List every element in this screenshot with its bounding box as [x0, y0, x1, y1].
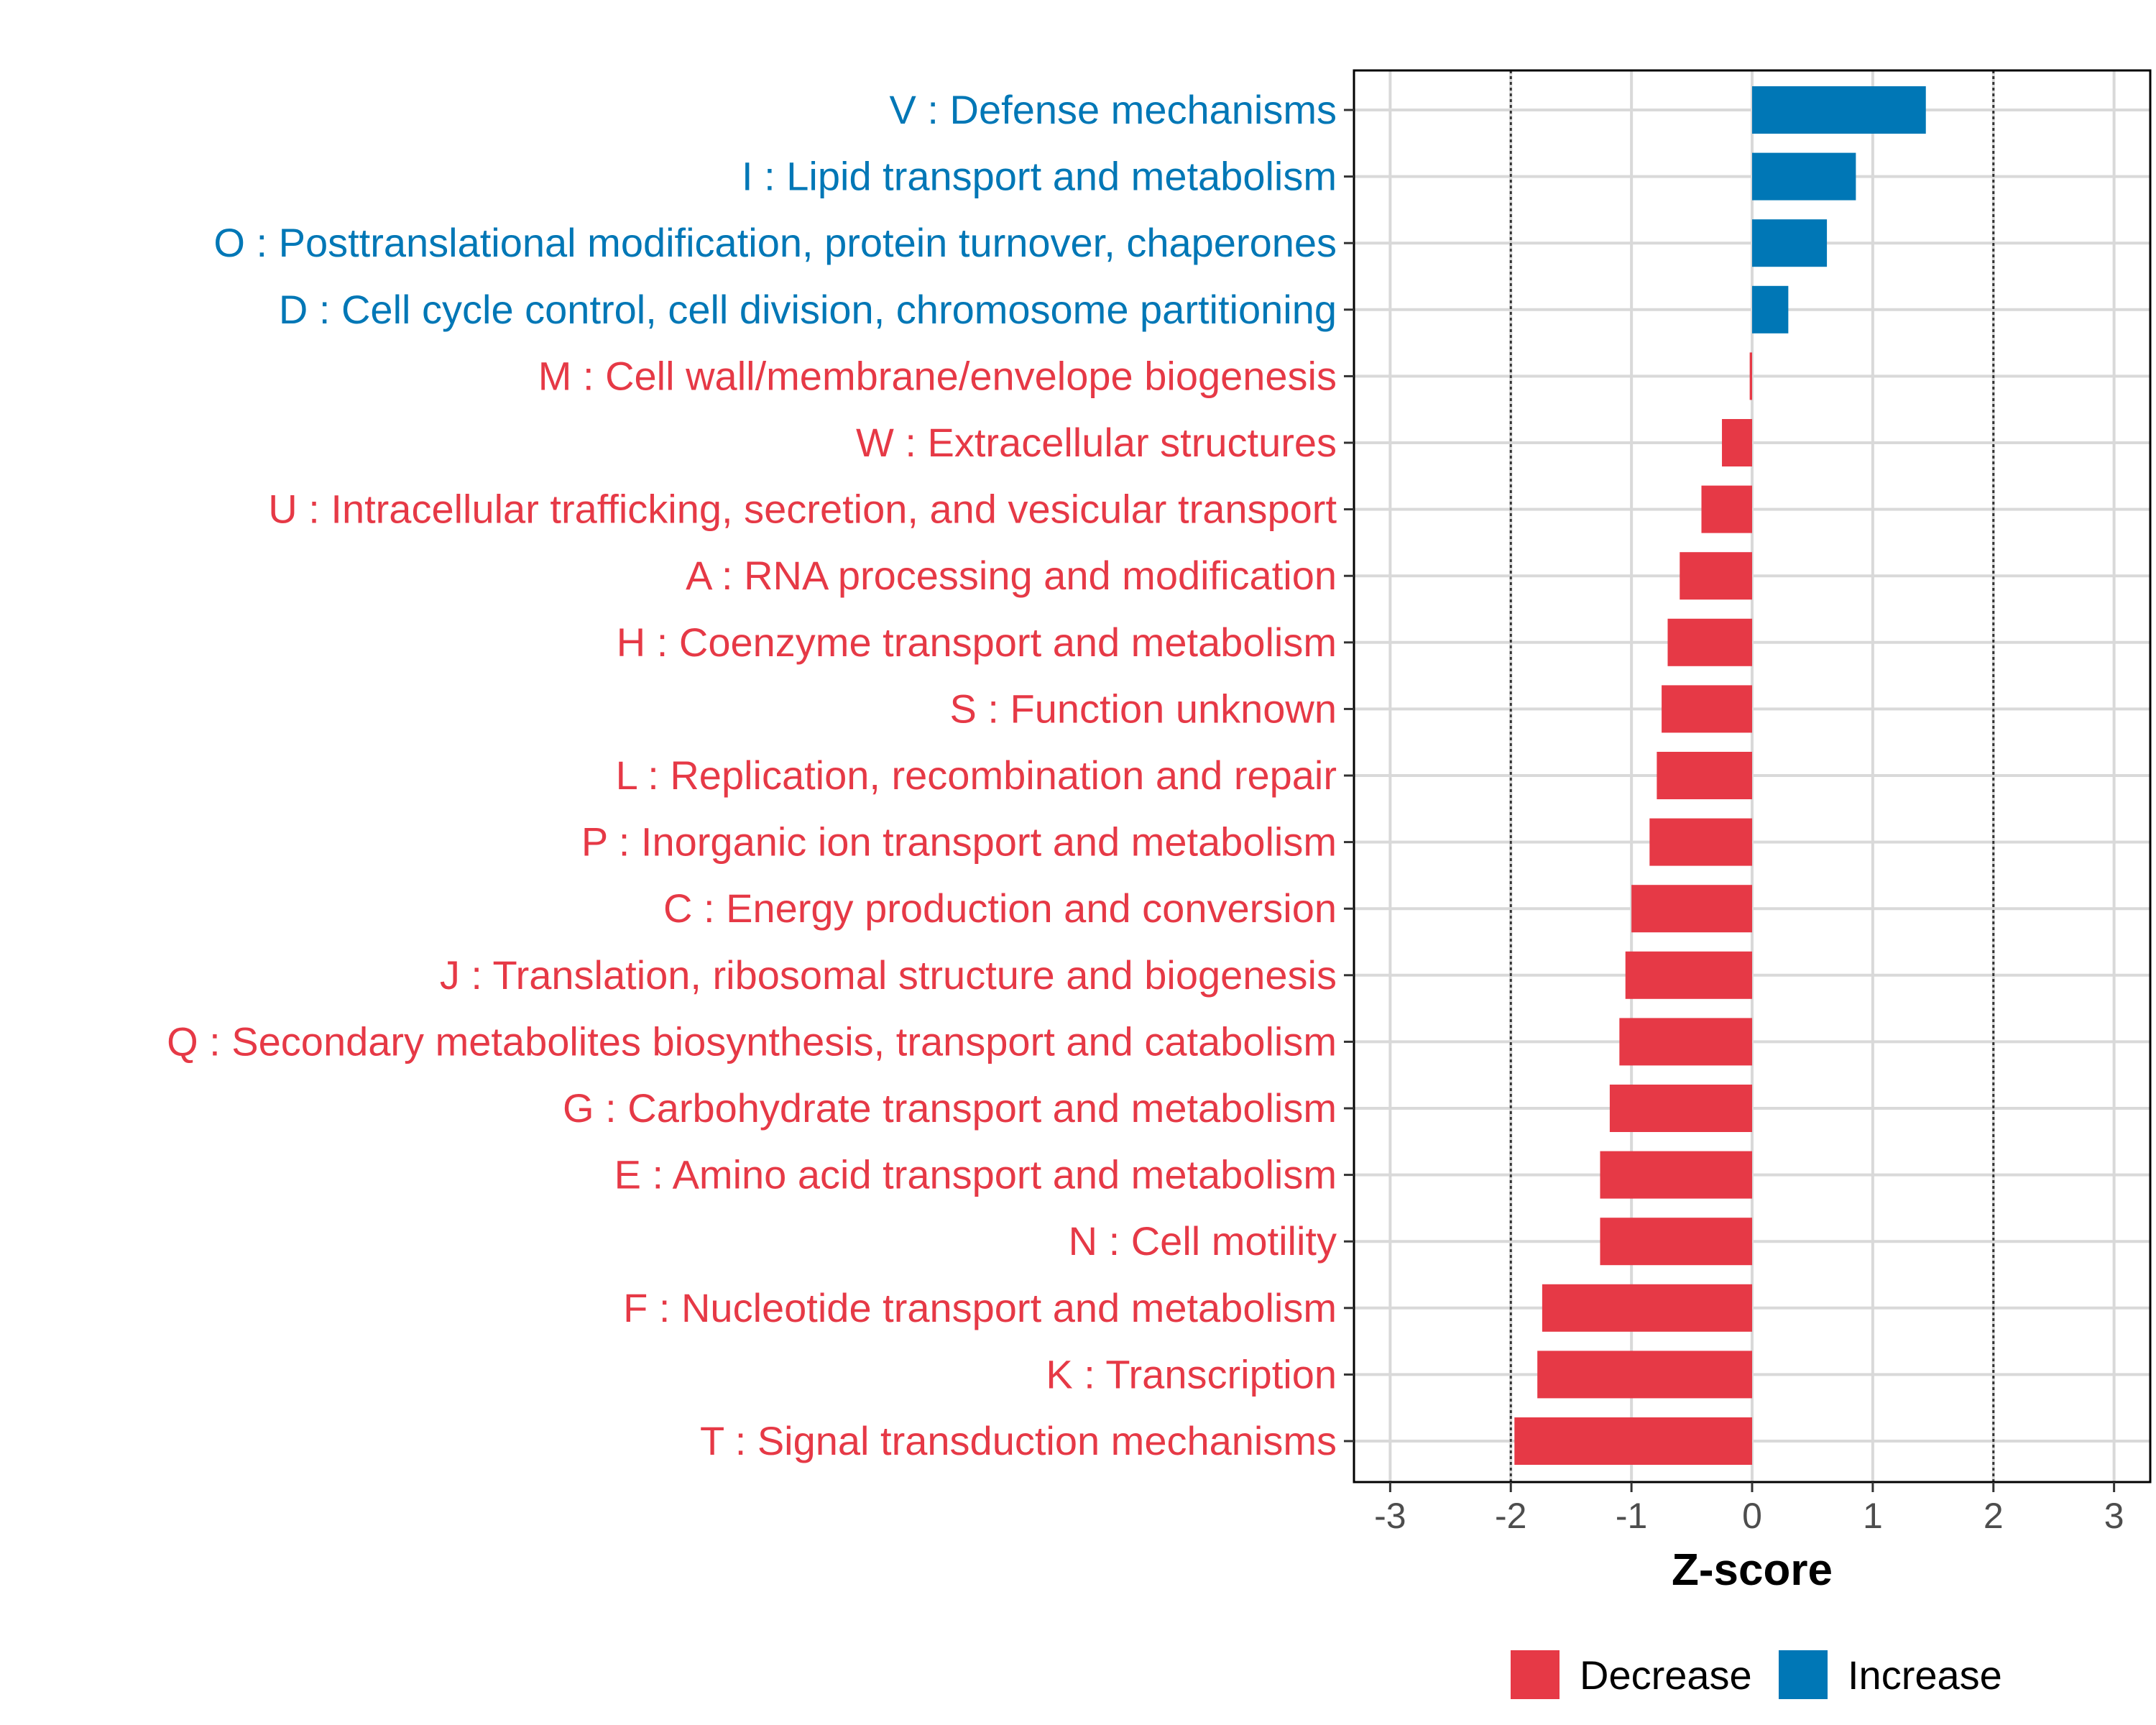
- category-label-19: K : Transcription: [1046, 1351, 1337, 1397]
- category-label-2: O : Posttranslational modification, prot…: [213, 220, 1337, 265]
- category-label-9: S : Function unknown: [949, 686, 1337, 731]
- category-label-12: C : Energy production and conversion: [663, 886, 1337, 931]
- bar-19: [1537, 1351, 1752, 1399]
- bar-20: [1514, 1417, 1752, 1465]
- legend-swatch-increase: [1779, 1650, 1828, 1699]
- bar-2: [1752, 219, 1828, 267]
- bar-4: [1749, 352, 1752, 400]
- bar-15: [1609, 1085, 1752, 1132]
- bar-17: [1600, 1218, 1752, 1266]
- bars: [1514, 86, 1926, 1465]
- bar-11: [1649, 818, 1752, 866]
- x-tick-label-5: 2: [1984, 1496, 2004, 1536]
- category-label-0: V : Defense mechanisms: [890, 87, 1337, 132]
- category-label-7: A : RNA processing and modification: [686, 553, 1337, 598]
- category-label-5: W : Extracellular structures: [856, 420, 1337, 465]
- category-label-14: Q : Secondary metabolites biosynthesis, …: [167, 1018, 1337, 1064]
- category-label-11: P : Inorganic ion transport and metaboli…: [581, 819, 1337, 865]
- bar-10: [1657, 752, 1752, 799]
- legend-swatch-decrease: [1511, 1650, 1560, 1699]
- bar-5: [1722, 419, 1752, 466]
- category-label-8: H : Coenzyme transport and metabolism: [617, 620, 1337, 665]
- category-label-4: M : Cell wall/membrane/envelope biogenes…: [538, 353, 1337, 398]
- x-tick-label-3: 0: [1742, 1496, 1762, 1536]
- bar-13: [1625, 951, 1752, 999]
- bar-12: [1631, 885, 1752, 933]
- x-axis-title: Z-score: [1672, 1545, 1833, 1595]
- x-tick-label-6: 3: [2104, 1496, 2124, 1536]
- bar-16: [1600, 1151, 1752, 1199]
- bar-3: [1752, 285, 1789, 334]
- x-tick-label-0: -3: [1374, 1496, 1406, 1536]
- legend-label-decrease: Decrease: [1580, 1652, 1752, 1698]
- category-label-17: N : Cell motility: [1069, 1218, 1337, 1264]
- bar-7: [1680, 552, 1752, 600]
- x-axis-ticks: -3 -2 -1 0 1 2 3: [1374, 1482, 2124, 1536]
- bar-6: [1701, 485, 1752, 533]
- bar-1: [1752, 152, 1856, 201]
- category-label-6: U : Intracellular trafficking, secretion…: [268, 487, 1337, 532]
- category-label-13: J : Translation, ribosomal structure and…: [440, 952, 1337, 998]
- bar-14: [1619, 1018, 1752, 1066]
- x-tick-label-4: 1: [1863, 1496, 1883, 1536]
- legend: Decrease Increase: [1511, 1650, 2002, 1699]
- category-label-18: F : Nucleotide transport and metabolism: [623, 1285, 1337, 1330]
- category-label-10: L : Replication, recombination and repai…: [616, 753, 1337, 798]
- legend-label-increase: Increase: [1848, 1652, 2002, 1698]
- category-label-15: G : Carbohydrate transport and metabolis…: [563, 1085, 1337, 1131]
- category-label-1: I : Lipid transport and metabolism: [742, 154, 1337, 199]
- category-labels: V : Defense mechanisms I : Lipid transpor…: [167, 87, 1354, 1463]
- category-label-3: D : Cell cycle control, cell division, c…: [279, 287, 1337, 332]
- x-tick-label-2: -1: [1616, 1496, 1647, 1536]
- x-tick-label-1: -2: [1495, 1496, 1526, 1536]
- category-label-16: E : Amino acid transport and metabolism: [614, 1152, 1337, 1197]
- bar-9: [1662, 685, 1752, 733]
- bar-8: [1667, 618, 1752, 666]
- bar-18: [1542, 1284, 1752, 1332]
- bar-0: [1752, 86, 1926, 134]
- category-label-20: T : Signal transduction mechanisms: [700, 1418, 1337, 1463]
